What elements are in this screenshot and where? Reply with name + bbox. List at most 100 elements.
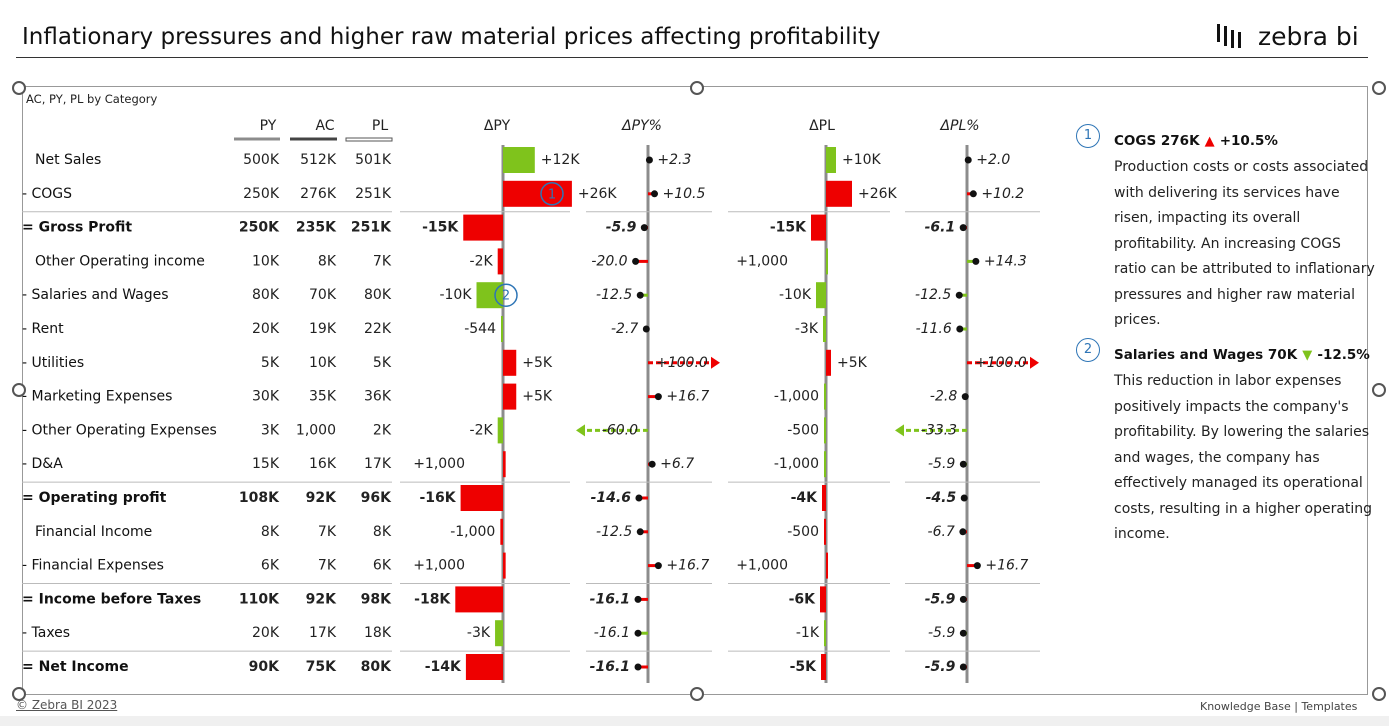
comment-number-badge[interactable]: 2 [1076, 338, 1100, 362]
variance-label: +5K [837, 355, 868, 371]
percent-label: +16.7 [985, 558, 1028, 574]
percent-label: -5.9 [928, 625, 955, 641]
py-value: 108K [239, 490, 280, 506]
row-label: - Salaries and Wages [22, 287, 169, 303]
percent-pin-head [640, 224, 648, 232]
percent-label: -16.1 [590, 659, 630, 675]
ac-value: 19K [309, 321, 337, 337]
resize-handle-bottom-right[interactable] [1372, 687, 1386, 701]
variance-label: -15K [770, 220, 807, 236]
percent-label: -16.1 [594, 625, 630, 641]
pl-value: 5K [373, 355, 392, 371]
percent-pin-head [961, 393, 969, 401]
pl-value: 251K [351, 220, 392, 236]
variance-label: +1,000 [736, 253, 788, 269]
py-value: 90K [249, 659, 280, 675]
variance-bar [811, 214, 826, 241]
percent-pin-head [642, 325, 650, 333]
title-divider [16, 57, 1368, 58]
variance-bar [824, 518, 826, 545]
percent-label: -16.1 [590, 591, 630, 607]
ac-value: 512K [300, 152, 337, 168]
variance-label: +12K [541, 152, 581, 168]
variance-label: +1,000 [736, 558, 788, 574]
percent-label: +16.7 [666, 389, 709, 405]
resize-handle-top-right[interactable] [1372, 81, 1386, 95]
ac-value: 276K [300, 186, 337, 202]
percent-label: -5.9 [925, 591, 956, 607]
column-header: ΔPL% [939, 118, 979, 134]
resize-handle-left[interactable] [12, 383, 26, 397]
percent-pin-head [956, 325, 964, 333]
resize-handle-right[interactable] [1372, 383, 1386, 397]
variance-bar [497, 417, 503, 444]
row-label: Other Operating income [35, 253, 205, 269]
pl-value: 18K [364, 625, 392, 641]
ac-value: 10K [309, 355, 337, 371]
comment-number-badge[interactable]: 1 [1076, 124, 1100, 148]
comment-heading: Salaries and Wages 70K [1114, 347, 1298, 363]
percent-pin-head [634, 595, 642, 603]
resize-handle-top-left[interactable] [12, 81, 26, 95]
resize-handle-bottom-left[interactable] [12, 687, 26, 701]
page-title: Inflationary pressures and higher raw ma… [22, 24, 881, 50]
comment-marker [540, 182, 564, 206]
variance-label: -18K [414, 591, 451, 607]
percent-label: -5.9 [606, 220, 637, 236]
variance-bar [823, 316, 826, 342]
percent-label: -4.5 [926, 490, 957, 506]
percent-label: -12.5 [596, 287, 632, 303]
row-label: - Utilities [22, 355, 84, 371]
percent-label: -2.7 [611, 321, 638, 337]
percent-pin-head [654, 562, 662, 570]
pl-value: 7K [373, 253, 392, 269]
copyright-link[interactable]: © Zebra BI 2023 [16, 698, 118, 712]
variance-bar [824, 417, 826, 444]
py-value: 6K [261, 558, 280, 574]
percent-pin-head [632, 257, 640, 265]
ac-value: 70K [309, 287, 337, 303]
resize-handle-bottom[interactable] [690, 687, 704, 701]
variance-label: -14K [425, 659, 462, 675]
percent-pin-head [960, 494, 968, 502]
variance-bar [816, 282, 826, 309]
ac-value: 7K [318, 524, 337, 540]
percent-pin-head [964, 156, 972, 164]
variance-bar [826, 349, 831, 376]
percent-label: +2.0 [976, 152, 1010, 168]
percent-pin-head [959, 663, 967, 671]
py-value: 8K [261, 524, 280, 540]
column-header: ΔPY% [621, 118, 662, 134]
ac-value: 1,000 [296, 422, 336, 438]
resize-handle-top[interactable] [690, 81, 704, 95]
bottom-band [0, 716, 1389, 726]
variance-label: -3K [795, 321, 819, 337]
variance-label: -1K [796, 625, 820, 641]
variance-label: -4K [791, 490, 819, 506]
variance-label: -1,000 [450, 524, 495, 540]
up-arrow-icon: ▲ [1204, 134, 1215, 149]
footer-links[interactable]: Knowledge Base | Templates [1200, 700, 1358, 713]
variance-label: +26K [578, 186, 618, 202]
ac-value: 17K [309, 625, 337, 641]
variance-label: -2K [470, 253, 494, 269]
percent-label: -14.6 [591, 490, 632, 506]
row-label: = Operating profit [22, 490, 167, 506]
variance-bar [503, 180, 572, 207]
variance-bar [824, 620, 826, 647]
percent-label: -20.0 [591, 253, 627, 269]
variance-label: -5K [790, 659, 818, 675]
percent-pin-head [634, 629, 642, 637]
py-value: 5K [261, 355, 280, 371]
pl-value: 80K [361, 659, 392, 675]
variance-bar [503, 147, 535, 173]
py-value: 110K [239, 591, 280, 607]
column-header-underline [345, 137, 393, 142]
percent-label: -5.9 [925, 659, 956, 675]
variance-bar [822, 485, 826, 511]
py-value: 10K [252, 253, 280, 269]
overflow-arrow-icon [711, 356, 720, 369]
variance-bar [826, 180, 852, 207]
variance-label: +1,000 [413, 456, 465, 472]
variance-bar [501, 316, 503, 342]
